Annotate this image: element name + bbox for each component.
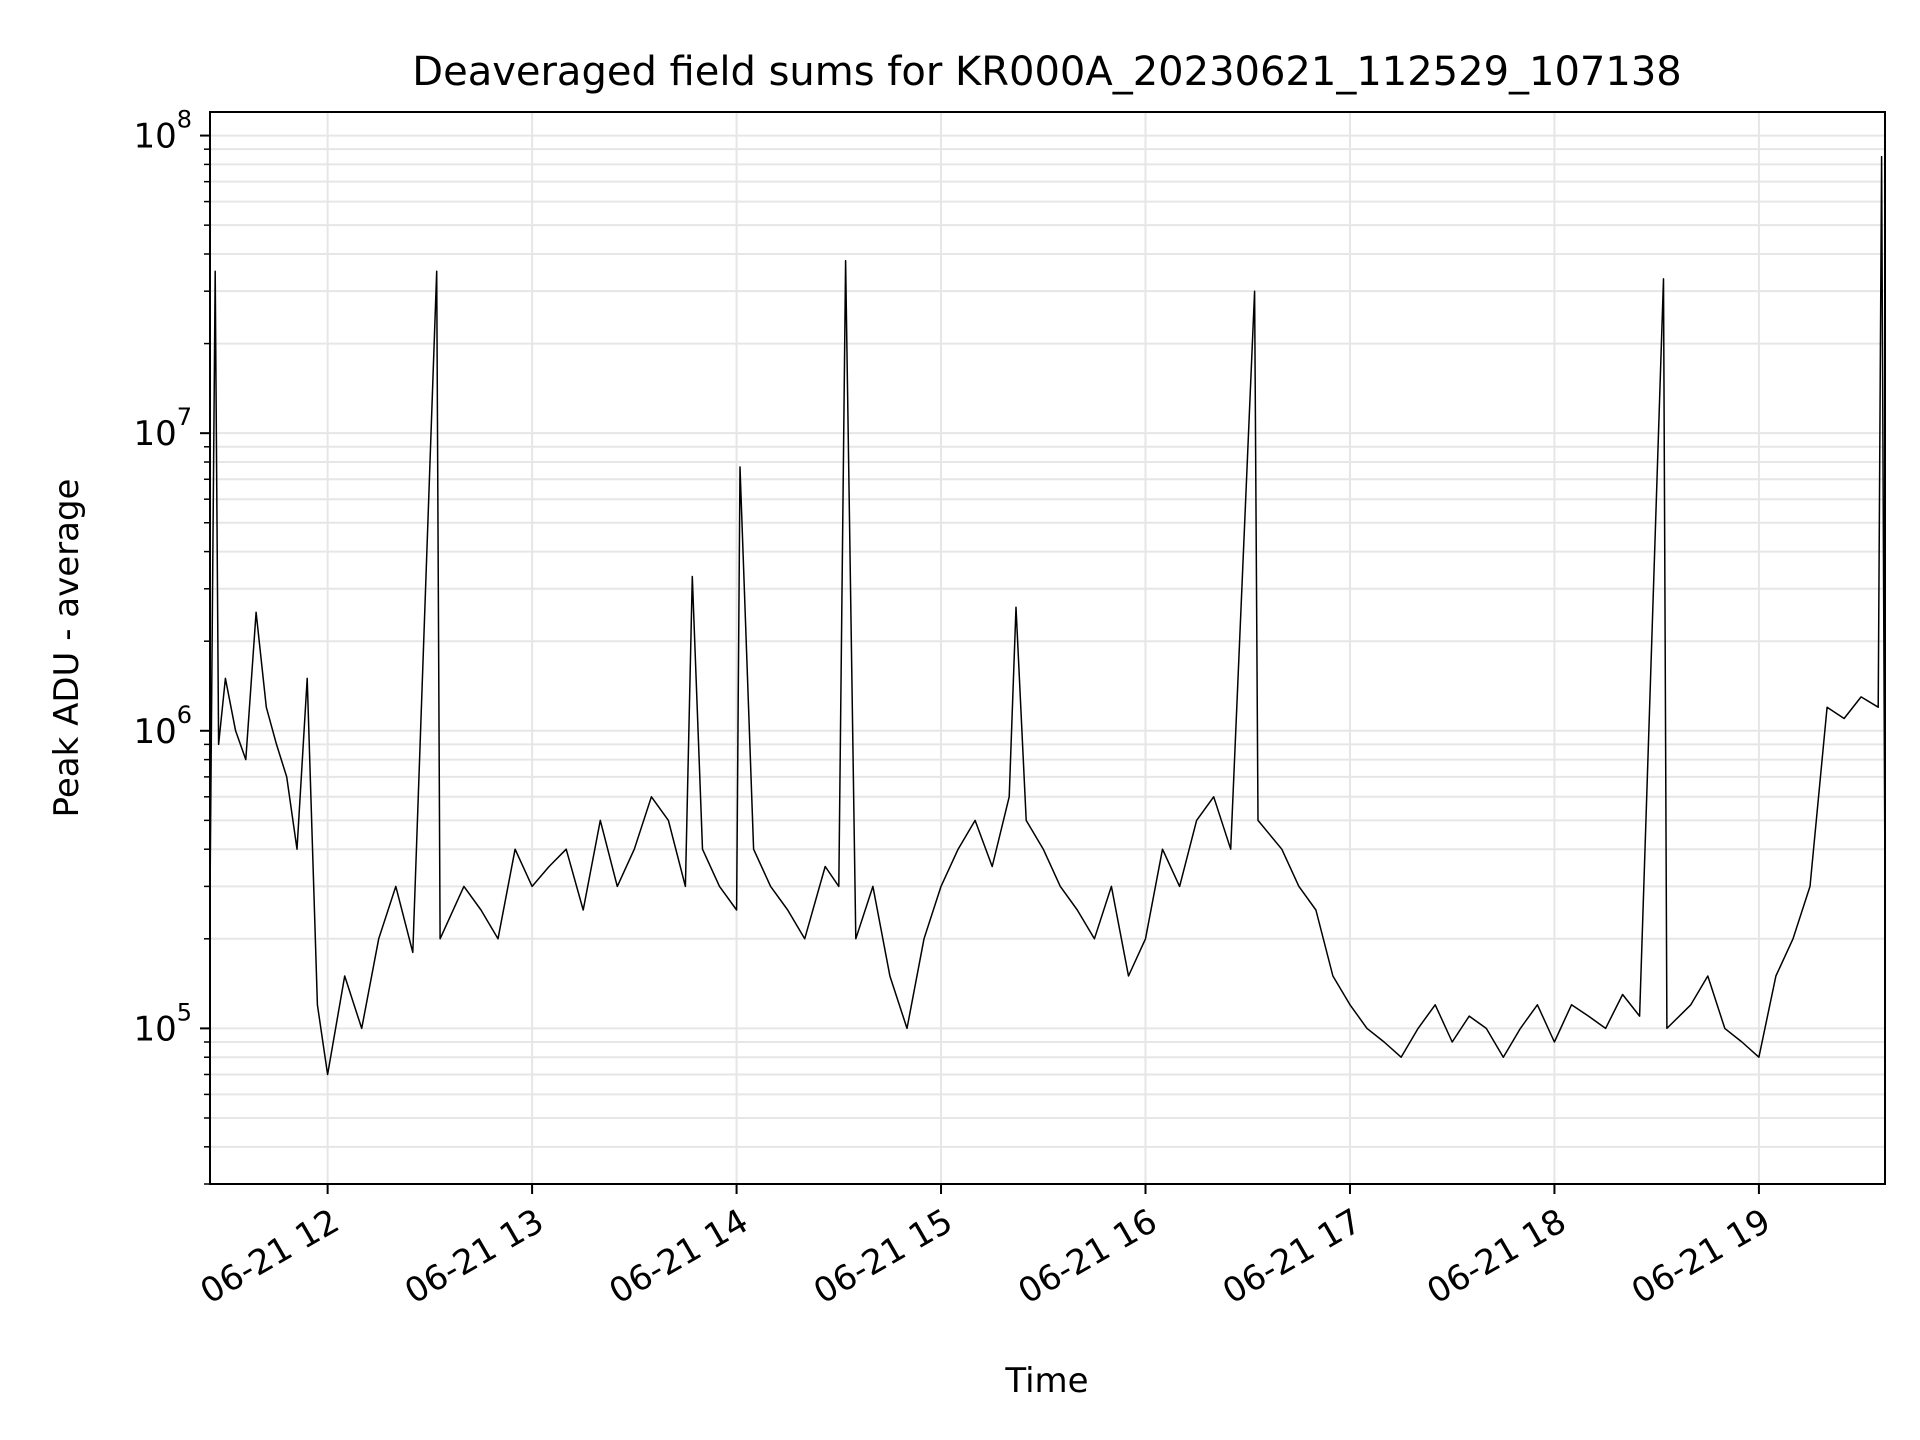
chart-title: Deaveraged field sums for KR000A_2023062… (412, 49, 1681, 95)
x-tick-label: 06-21 18 (1421, 1201, 1573, 1312)
x-tick-label: 06-21 13 (398, 1201, 550, 1312)
x-tick-label: 06-21 14 (603, 1201, 755, 1312)
y-tick-label: 106 (133, 701, 192, 752)
y-axis-label: Peak ADU - average (47, 479, 87, 818)
y-axis: 105 106 107 108 (133, 106, 210, 1185)
plot-frame (209, 111, 1886, 1185)
x-tick-label: 06-21 12 (194, 1201, 346, 1312)
x-tick-label: 06-21 15 (807, 1201, 959, 1312)
series-polyline (209, 155, 1886, 1076)
grid-lines (210, 112, 1885, 1185)
series-line (209, 155, 1886, 1076)
x-tick-label: 06-21 17 (1216, 1201, 1368, 1312)
x-tick-label: 06-21 16 (1012, 1201, 1164, 1312)
y-tick-label: 108 (133, 106, 192, 157)
x-axis-label: Time (1004, 1361, 1088, 1401)
x-tick-label: 06-21 19 (1625, 1201, 1777, 1312)
y-tick-label: 107 (133, 403, 192, 454)
x-axis: 06-21 12 06-21 13 06-21 14 06-21 15 06-21 16… (194, 1184, 1777, 1312)
y-tick-label: 105 (133, 998, 192, 1049)
